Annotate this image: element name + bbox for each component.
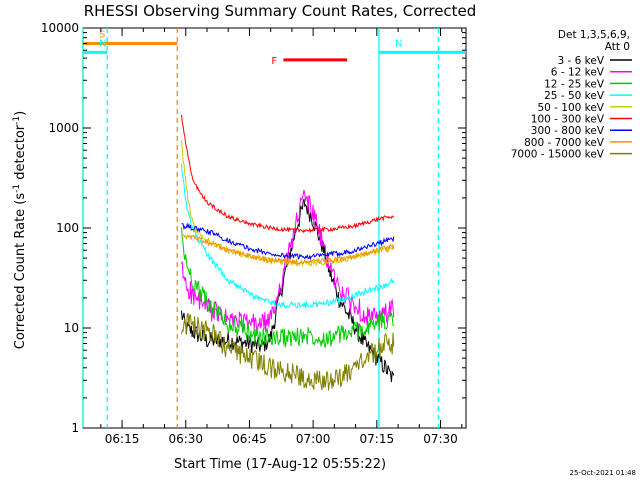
legend-label-1: 6 - 12 keV — [551, 67, 605, 79]
x-tick-label: 06:30 — [168, 432, 203, 446]
legend-label-8: 7000 - 15000 keV — [511, 149, 605, 161]
y-tick-group: 1 10 100 1000 10000 — [41, 21, 466, 435]
flag-label-3: F — [271, 56, 277, 67]
timestamp: 25-Oct-2021 01:48 — [570, 469, 636, 477]
x-tick-label: 07:30 — [423, 432, 458, 446]
flag-label-2: N — [395, 38, 402, 49]
y-tick-label: 1 — [71, 421, 79, 435]
x-tick-label: 07:00 — [296, 432, 331, 446]
series-line-8 — [181, 312, 395, 391]
series-line-3 — [181, 163, 395, 309]
x-tick-label: 06:15 — [105, 432, 140, 446]
y-tick-label: 1000 — [48, 121, 79, 135]
series-line-6 — [181, 222, 395, 261]
series-line-5 — [181, 115, 395, 234]
y-axis-label: Corrected Count Rate (s-1 detector-1) — [12, 111, 28, 349]
y-tick-label: 100 — [56, 221, 79, 235]
flag-label-1: N — [99, 38, 106, 49]
legend-label-5: 100 - 300 keV — [531, 114, 605, 126]
legend-label-6: 300 - 800 keV — [531, 125, 605, 137]
x-tick-label: 07:15 — [360, 432, 395, 446]
y-tick-label: 10000 — [41, 21, 79, 35]
flag-group: SN NF — [83, 29, 466, 67]
series-line-2 — [181, 227, 395, 349]
series-line-7 — [181, 232, 395, 266]
legend-label-0: 3 - 6 keV — [557, 55, 604, 67]
legend-label-2: 12 - 25 keV — [544, 78, 605, 90]
chart-title: RHESSI Observing Summary Count Rates, Co… — [84, 2, 477, 20]
series-line-4 — [181, 140, 395, 267]
legend-header-line-2: Att 0 — [605, 41, 630, 53]
x-tick-group: 06:15 06:30 06:45 07:00 07:15 07:30 — [100, 28, 463, 446]
y-tick-label: 10 — [64, 321, 79, 335]
series-group — [181, 115, 395, 391]
series-line-0 — [181, 198, 395, 383]
flag-label-0: S — [99, 29, 105, 40]
vline-group — [82, 28, 440, 428]
legend-label-3: 25 - 50 keV — [544, 90, 605, 102]
legend-label-7: 800 - 7000 keV — [524, 137, 605, 149]
x-tick-label: 06:45 — [232, 432, 267, 446]
legend-header-line-1: Det 1,3,5,6,9, — [558, 29, 630, 41]
x-axis-label: Start Time (17-Aug-12 05:55:22) — [174, 457, 386, 472]
legend-label-4: 50 - 100 keV — [537, 102, 604, 114]
